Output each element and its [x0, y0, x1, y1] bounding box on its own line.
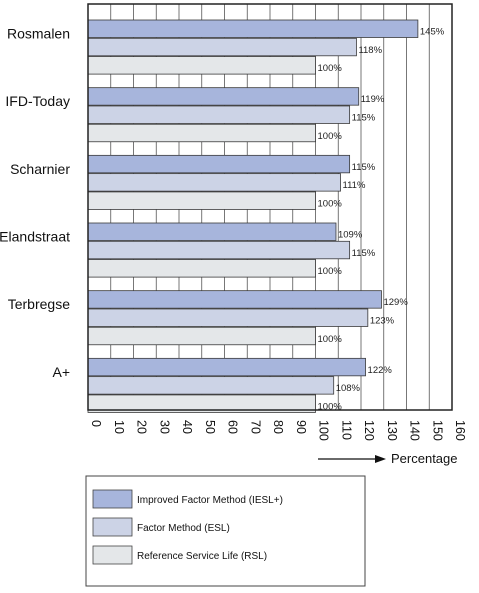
x-tick-label: 60: [226, 420, 240, 434]
bar-elandstraat-0: [87, 222, 337, 241]
bar-rosmalen-2: [87, 56, 316, 75]
data-label: 100%: [318, 131, 343, 142]
category-label: Scharnier: [10, 161, 70, 177]
data-label: 122%: [368, 365, 393, 376]
x-tick-label: 150: [430, 420, 444, 441]
x-tick-label: 120: [362, 420, 376, 441]
bar-scharnier-0: [87, 154, 351, 174]
data-label: 100%: [318, 198, 343, 209]
legend-swatch-rsl: [92, 545, 133, 565]
legend-swatch-esl: [92, 517, 133, 537]
x-tick-label: 0: [89, 420, 103, 427]
bar-ifd-today-0: [87, 87, 360, 106]
bar-terbregse-0: [87, 290, 382, 309]
data-label: 100%: [318, 266, 343, 277]
x-tick-label: 140: [408, 420, 422, 441]
category-label: IFD-Today: [5, 93, 70, 109]
bar-ifd-today-1: [87, 105, 351, 124]
bar-ifd-today-2: [87, 123, 316, 143]
category-label: Elandstraat: [0, 228, 70, 244]
bar-elandstraat-1: [87, 240, 351, 260]
data-label: 115%: [352, 112, 376, 123]
data-label: 100%: [318, 63, 343, 74]
bar-rosmalen-1: [87, 37, 357, 57]
data-label: 115%: [352, 248, 376, 259]
category-labels: Rosmalen IFD-Today Scharnier Elandstraat Ter…: [0, 25, 70, 379]
x-tick-label: 160: [453, 420, 467, 441]
bar-scharnier-1: [87, 173, 341, 192]
data-label: 108%: [336, 383, 361, 394]
x-tick-label: 100: [317, 420, 331, 441]
bars: [87, 19, 419, 413]
legend-label-rsl: Reference Service Life (RSL): [137, 551, 267, 562]
data-label: 118%: [358, 45, 382, 56]
category-label: Rosmalen: [7, 25, 70, 41]
data-label: 100%: [318, 401, 343, 412]
data-label: 109%: [338, 230, 363, 241]
x-tick-label: 10: [112, 420, 126, 434]
legend-box: [85, 475, 366, 587]
legend-label-esl: Factor Method (ESL): [137, 523, 230, 534]
bar-scharnier-2: [87, 191, 316, 210]
data-label: 145%: [420, 27, 445, 38]
legend-swatch-iesl: [92, 489, 133, 509]
bar-a--0: [87, 357, 366, 377]
data-label: 129%: [383, 297, 408, 308]
x-tick-labels: 0 10 20 30 40 50 60 70 80 90 100 110 120 130 140 150 160: [89, 420, 467, 441]
x-axis-arrow-head: [375, 455, 386, 463]
x-tick-label: 80: [271, 420, 285, 434]
data-label: 115%: [352, 162, 376, 173]
bar-elandstraat-2: [87, 259, 316, 278]
x-tick-label: 110: [339, 420, 353, 440]
bar-a--1: [87, 376, 335, 395]
x-tick-label: 50: [203, 420, 217, 434]
bar-terbregse-1: [87, 308, 369, 327]
data-label: 111%: [343, 180, 366, 191]
x-axis-title-group: Percentage: [318, 451, 458, 466]
x-tick-label: 130: [385, 420, 399, 441]
data-labels: 145%118%100%119%115%100%115%111%100%109%…: [318, 27, 445, 413]
x-tick-label: 30: [157, 420, 171, 434]
x-tick-label: 90: [294, 420, 308, 434]
data-label: 119%: [361, 94, 385, 105]
legend-label-iesl: Improved Factor Method (IESL+): [137, 495, 283, 506]
data-label: 100%: [318, 334, 343, 345]
legend: Improved Factor Method (IESL+) Factor Me…: [85, 475, 366, 587]
x-axis-title: Percentage: [391, 451, 458, 466]
plot-frame: [87, 3, 453, 411]
data-label: 123%: [370, 315, 395, 326]
category-label: Terbregse: [8, 296, 70, 312]
x-tick-label: 40: [180, 420, 194, 434]
x-tick-label: 20: [135, 420, 149, 434]
category-label: A+: [52, 364, 70, 380]
bar-terbregse-2: [87, 326, 316, 346]
x-tick-label: 70: [248, 420, 262, 434]
bar-rosmalen-0: [87, 19, 419, 38]
